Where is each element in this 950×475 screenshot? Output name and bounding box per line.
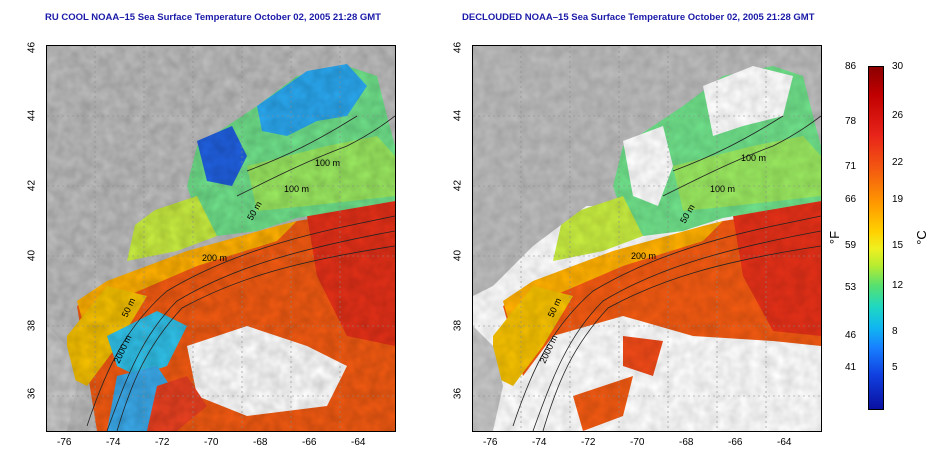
y-tick-label: 40	[26, 249, 38, 262]
contour-label: 200 m	[631, 251, 656, 261]
left-sst-map: 100 m 100 m 50 m 200 m 50 m 2000 m	[46, 45, 396, 432]
x-tick-label: -72	[155, 437, 170, 448]
x-tick-label: -66	[728, 437, 743, 448]
left-sst-map-graphic: 100 m 100 m 50 m 200 m 50 m 2000 m	[47, 46, 395, 431]
right-map-title: DECLOUDED NOAA–15 Sea Surface Temperatur…	[462, 12, 815, 23]
fahrenheit-tick: 86	[845, 61, 857, 72]
x-tick-label: -66	[302, 437, 317, 448]
bathymetry-contours	[512, 115, 821, 431]
x-tick-label: -72	[581, 437, 596, 448]
contour-label: 100 m	[710, 184, 735, 194]
celsius-tick: 8	[892, 326, 898, 337]
left-map-title: RU COOL NOAA–15 Sea Surface Temperature …	[45, 12, 381, 23]
contour-label: 200 m	[202, 253, 227, 263]
y-tick-label: 36	[26, 387, 38, 400]
fahrenheit-tick: 59	[845, 240, 857, 251]
x-tick-label: -70	[204, 437, 219, 448]
x-tick-label: -68	[253, 437, 268, 448]
fahrenheit-tick: 78	[845, 116, 857, 127]
x-tick-label: -76	[483, 437, 498, 448]
x-tick-label: -64	[351, 437, 366, 448]
bathymetry-contours	[86, 115, 395, 431]
right-sst-map: 100 m 100 m 50 m 200 m 50 m 2000 m	[472, 45, 822, 432]
celsius-tick: 30	[892, 61, 904, 72]
y-tick-label: 46	[452, 41, 464, 54]
x-tick-label: -70	[630, 437, 645, 448]
contour-label: 100 m	[315, 158, 340, 168]
y-tick-label: 44	[452, 109, 464, 122]
y-tick-label: 44	[26, 109, 38, 122]
celsius-tick: 15	[892, 240, 904, 251]
x-tick-label: -74	[106, 437, 121, 448]
celsius-tick: 12	[892, 280, 904, 291]
x-tick-label: -74	[532, 437, 547, 448]
celsius-tick: 5	[892, 362, 898, 373]
x-tick-label: -68	[679, 437, 694, 448]
fahrenheit-tick: 66	[845, 194, 857, 205]
fahrenheit-tick: 53	[845, 282, 857, 293]
y-tick-label: 42	[452, 179, 464, 192]
x-tick-label: -76	[57, 437, 72, 448]
y-tick-label: 36	[452, 387, 464, 400]
fahrenheit-tick: 41	[845, 362, 857, 373]
y-tick-label: 38	[26, 319, 38, 332]
y-tick-label: 40	[452, 249, 464, 262]
y-tick-label: 46	[26, 41, 38, 54]
fahrenheit-unit-label: °F	[827, 230, 843, 245]
temperature-colorbar	[868, 66, 884, 410]
contour-label: 100 m	[284, 184, 309, 194]
y-tick-label: 38	[452, 319, 464, 332]
x-tick-label: -64	[777, 437, 792, 448]
fahrenheit-tick: 71	[845, 161, 857, 172]
fahrenheit-tick: 46	[845, 330, 857, 341]
right-sst-map-graphic: 100 m 100 m 50 m 200 m 50 m 2000 m	[473, 46, 821, 431]
celsius-unit-label: °C	[913, 230, 929, 245]
y-tick-label: 42	[26, 179, 38, 192]
celsius-tick: 19	[892, 194, 904, 205]
celsius-tick: 26	[892, 110, 904, 121]
contour-label: 100 m	[741, 153, 766, 163]
celsius-tick: 22	[892, 157, 904, 168]
